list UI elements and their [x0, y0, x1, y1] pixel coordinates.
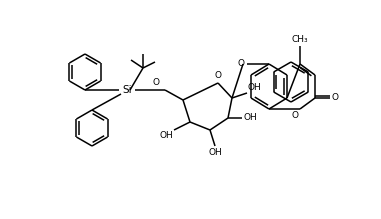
Text: OH: OH	[208, 148, 222, 157]
Text: O: O	[292, 111, 299, 120]
Text: OH: OH	[248, 83, 262, 92]
Text: CH₃: CH₃	[292, 35, 308, 44]
Text: Si: Si	[122, 85, 132, 95]
Text: OH: OH	[159, 131, 173, 140]
Text: O: O	[152, 78, 160, 87]
Text: O: O	[215, 71, 221, 80]
Text: O: O	[238, 60, 245, 69]
Text: OH: OH	[243, 113, 257, 122]
Text: O: O	[332, 94, 339, 102]
